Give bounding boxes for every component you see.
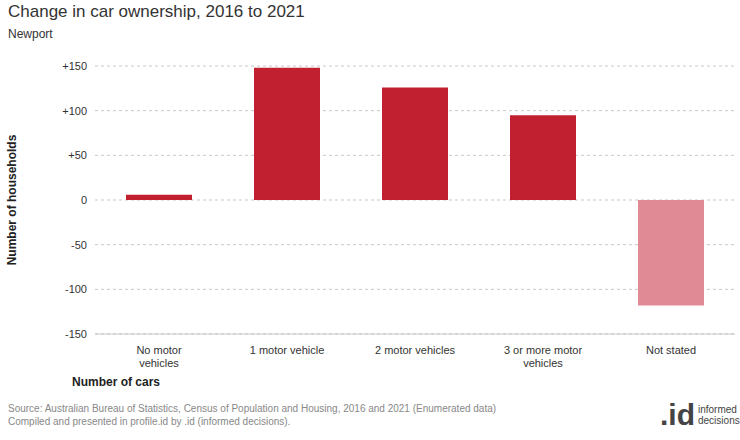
svg-text:Not stated: Not stated [646, 344, 696, 356]
svg-text:+100: +100 [62, 105, 87, 117]
html-text:Number of cars: Number of cars [72, 375, 160, 389]
svg-text:-100: -100 [65, 283, 87, 295]
html-text:Change in car ownership, 2016: Change in car ownership, 2016 to 2021 [8, 2, 305, 21]
svg-text:1 motor vehicle: 1 motor vehicle [250, 344, 325, 356]
svg-text:No motorvehicles: No motorvehicles [136, 344, 182, 369]
html-text:.id: .id [660, 398, 695, 431]
html-text:Source: Australian Bureau of S: Source: Australian Bureau of Statistics,… [8, 403, 497, 414]
svg-text:+50: +50 [68, 149, 87, 161]
svg-text:2 motor vehicles: 2 motor vehicles [375, 344, 456, 356]
html-text:Newport: Newport [8, 27, 53, 41]
html-text:informed decisions: informed decisions [698, 404, 740, 426]
svg-text:Number of households: Number of households [8, 134, 19, 265]
svg-text:0: 0 [81, 194, 87, 206]
svg-text:+150: +150 [62, 60, 87, 72]
svg-text:-150: -150 [65, 328, 87, 340]
svg-text:3 or more motorvehicles: 3 or more motorvehicles [504, 344, 583, 369]
html-text:Compiled and presented in prof: Compiled and presented in profile.id by … [8, 416, 291, 427]
svg-text:-50: -50 [71, 239, 87, 251]
